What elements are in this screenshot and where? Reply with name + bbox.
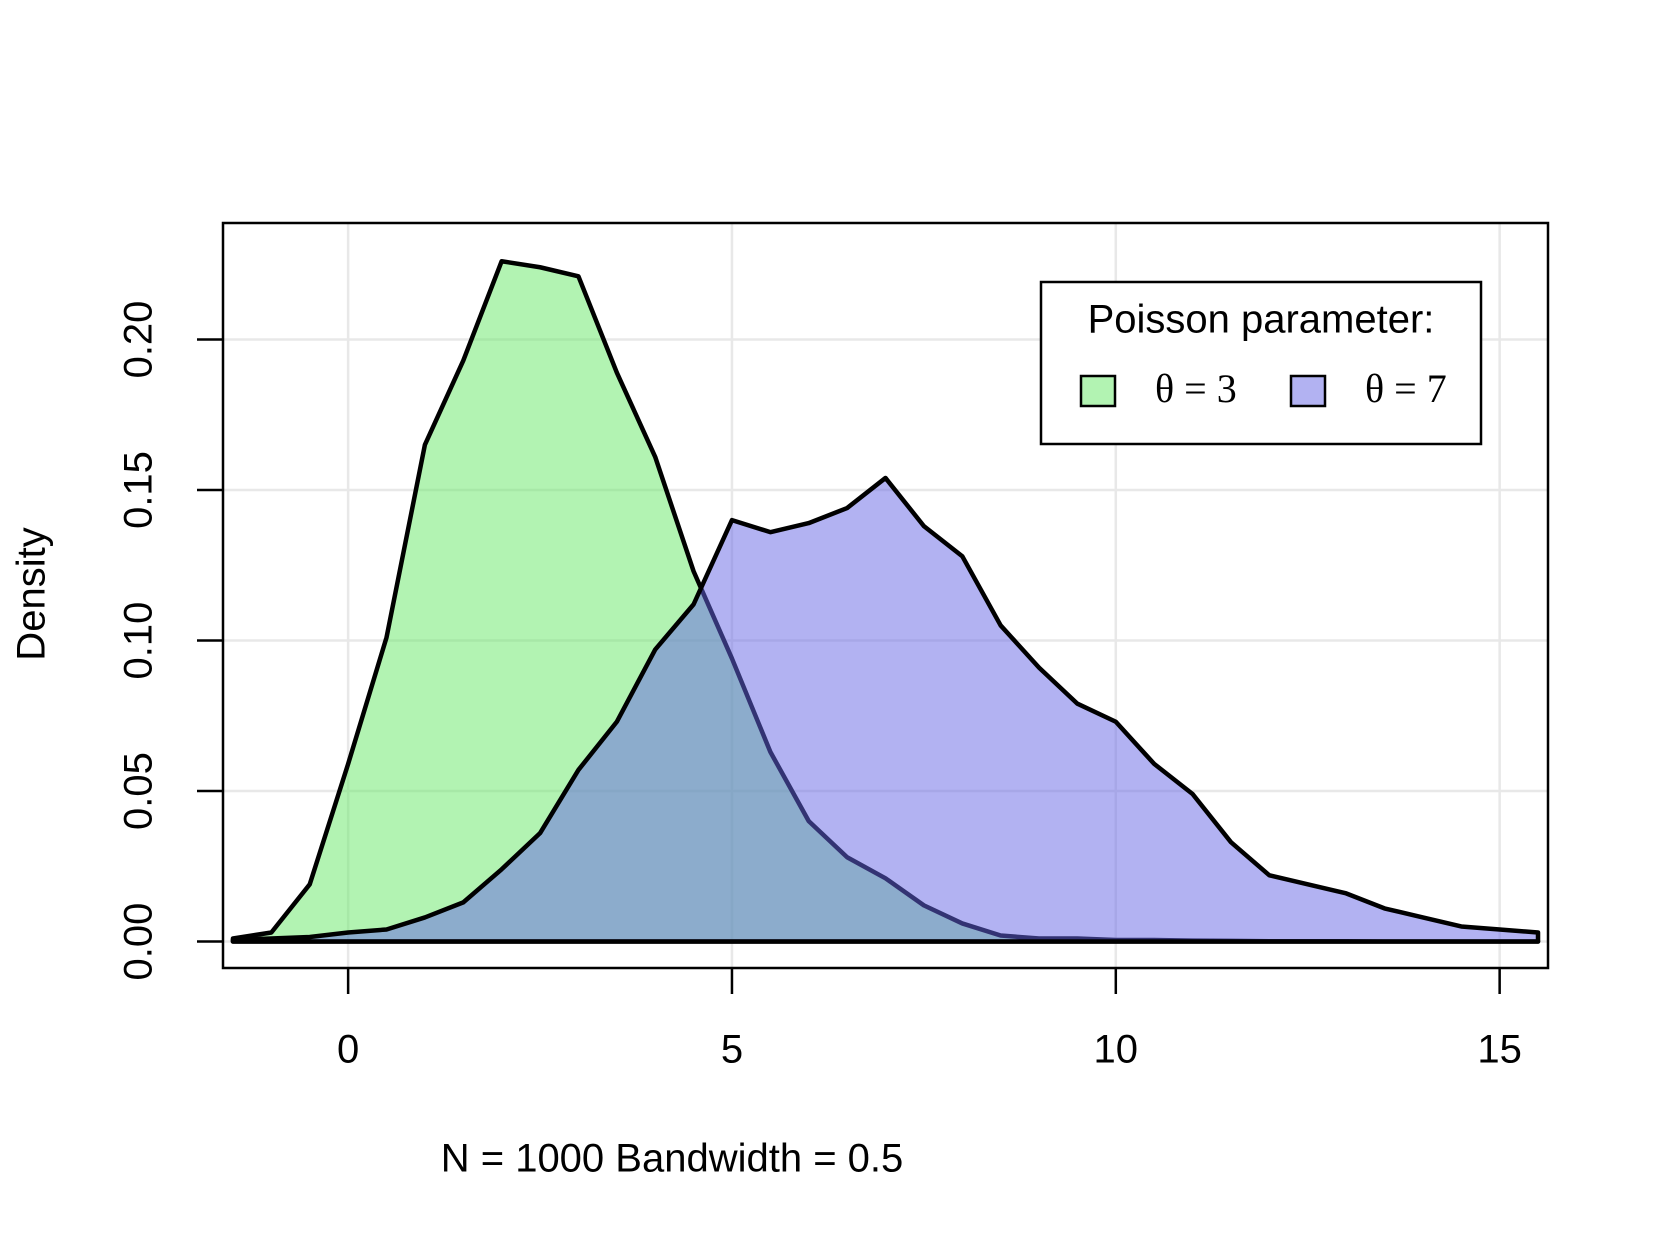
x-tick-label: 10 xyxy=(1094,1028,1139,1072)
y-axis-label: Density xyxy=(10,527,54,660)
y-tick-label: 0.20 xyxy=(117,301,161,379)
x-tick-label: 15 xyxy=(1477,1028,1522,1072)
legend-label: θ = 7 xyxy=(1365,366,1447,411)
x-tick-label: 0 xyxy=(337,1028,359,1072)
y-tick-label: 0.05 xyxy=(117,752,161,830)
x-axis-label: N = 1000 Bandwidth = 0.5 xyxy=(441,1137,904,1181)
legend-box xyxy=(1039,280,1483,446)
legend-title: Poisson parameter: xyxy=(1088,298,1435,342)
y-tick-label: 0.10 xyxy=(117,602,161,680)
y-tick-label: 0.15 xyxy=(117,451,161,529)
plot-frame xyxy=(221,221,1550,970)
legend-label: θ = 3 xyxy=(1155,366,1237,411)
x-tick-label: 5 xyxy=(721,1028,743,1072)
y-tick-label: 0.00 xyxy=(117,903,161,981)
legend-swatch xyxy=(1079,374,1117,408)
legend-swatch xyxy=(1289,374,1327,408)
density-area xyxy=(230,475,1541,944)
